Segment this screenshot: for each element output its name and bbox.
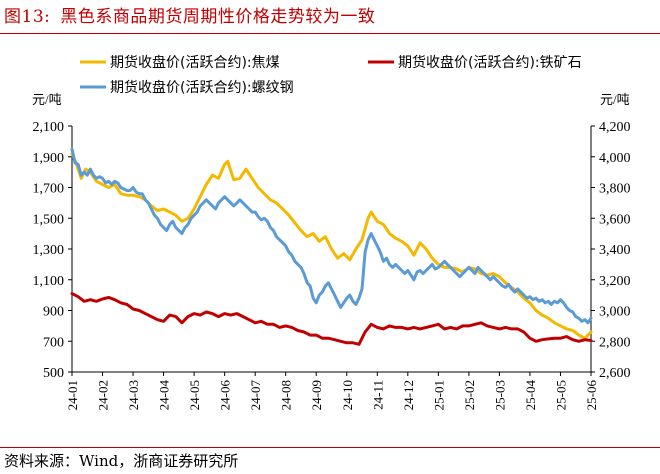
left-y-tick-label: 1,500 [33,212,65,227]
right-y-tick-label: 3,800 [599,182,631,197]
price-line-chart: 2,100 1,900 1,700 1,500 1,300 1,100 900 700 500 4… [32,54,631,411]
right-y-tick-label: 3,200 [599,274,631,289]
legend-label-1: 期货收盘价(活跃合约):焦煤 [110,54,280,71]
right-y-tick-label: 2,800 [599,335,631,350]
x-tick-label: 24-03 [126,380,141,410]
x-tick-label: 25-06 [584,380,599,411]
right-y-tick-label: 3,000 [599,305,631,320]
legend-label-3: 期货收盘价(活跃合约):螺纹钢 [110,79,294,96]
right-y-tick-label: 2,600 [599,366,631,381]
right-y-tick-label: 3,600 [599,212,631,227]
left-y-tick-label: 1,300 [33,243,65,258]
x-tick-label: 24-11 [370,380,385,410]
legend-label-2: 期货收盘价(活跃合约):铁矿石 [398,54,582,71]
x-tick-label: 25-04 [523,380,538,411]
x-tick-label: 24-05 [187,380,202,410]
left-y-tick-label: 1,900 [33,151,65,166]
x-tick-label: 24-12 [401,380,416,410]
left-y-tick-label: 1,700 [33,182,65,197]
x-tick-label: 24-09 [309,380,324,410]
x-tick-label: 25-02 [462,380,477,410]
x-tick-label: 24-10 [340,380,355,410]
left-y-unit: 元/吨 [32,92,62,107]
x-tick-label: 24-01 [65,380,80,410]
series-line-3 [70,147,593,325]
x-tick-label: 24-06 [218,380,233,411]
x-tick-label: 24-02 [96,380,111,410]
series-line-2 [70,292,593,346]
right-y-tick-label: 3,400 [599,243,631,258]
right-y-tick-label: 4,200 [599,120,631,135]
x-tick-label: 24-07 [248,380,263,411]
x-tick-label: 24-08 [279,380,294,410]
x-tick-label: 25-05 [553,380,568,410]
x-tick-label: 24-04 [157,380,172,411]
left-y-tick-label: 2,100 [33,120,65,135]
source-rule [0,447,660,448]
title-rule [0,33,660,34]
x-tick-label: 25-03 [492,380,507,410]
figure-number: 图13: [4,7,51,27]
x-tick-label: 25-01 [431,380,446,410]
source-note: 资料来源：Wind，浙商证券研究所 [4,452,239,470]
right-y-unit: 元/吨 [600,92,630,107]
left-y-tick-label: 900 [43,305,64,320]
figure-title: 图13: 黑色系商品期货周期性价格走势较为一致 [4,2,375,27]
figure-title-text: 黑色系商品期货周期性价格走势较为一致 [60,7,376,27]
right-y-tick-label: 4,000 [599,151,631,166]
series-line-1 [70,152,593,340]
left-y-tick-label: 700 [43,335,64,350]
left-y-tick-label: 1,100 [33,274,65,289]
left-y-tick-label: 500 [43,366,64,381]
